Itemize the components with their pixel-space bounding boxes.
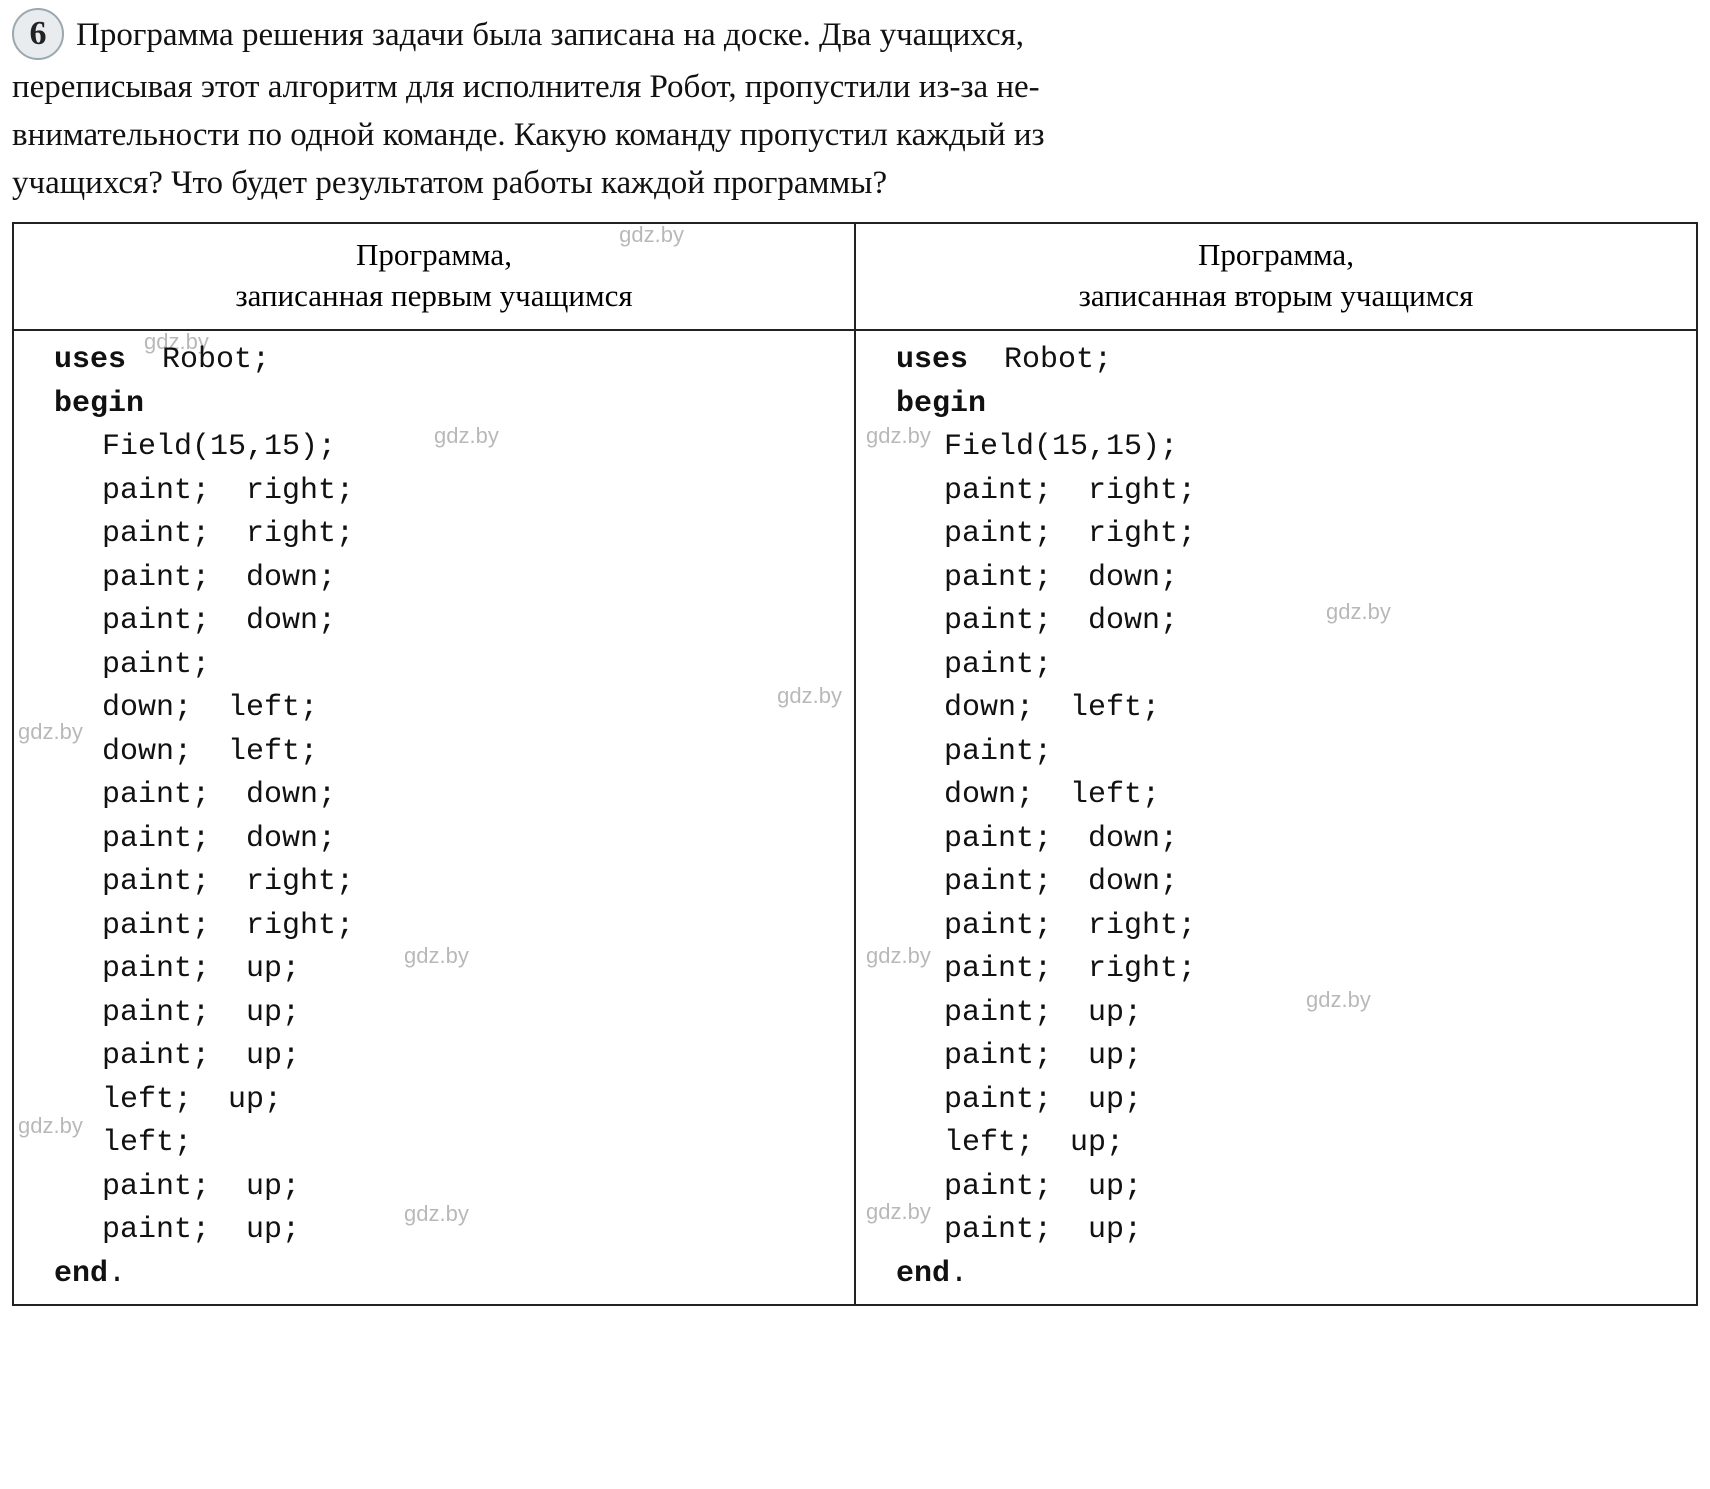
code-line: paint; down; <box>54 818 336 862</box>
watermark: gdz.by <box>619 220 684 250</box>
task-block: 6 Программа решения задачи была записана… <box>12 12 1698 208</box>
code-line: paint; up; <box>896 1166 1142 1210</box>
code-line: paint; right; <box>896 905 1196 949</box>
header-left: gdz.by Программа, записанная первым учащ… <box>13 223 855 331</box>
header-right: Программа, записанная вторым учащимся <box>855 223 1697 331</box>
code-line: paint; down; <box>896 818 1178 862</box>
table-header-row: gdz.by Программа, записанная первым учащ… <box>13 223 1697 331</box>
task-text-body: переписывая этот алгоритм для исполнител… <box>12 64 1698 208</box>
header-right-line2: записанная вторым учащимся <box>1079 278 1474 313</box>
code-line: paint; <box>54 644 210 688</box>
kw-uses: uses <box>54 343 126 377</box>
code-line: left; up; <box>54 1079 282 1123</box>
code-cell-left: gdz.by gdz.by gdz.by gdz.by gdz.by gdz.b… <box>13 330 855 1305</box>
kw-end: end <box>896 1257 950 1291</box>
task-number-badge: 6 <box>12 8 64 60</box>
kw-uses: uses <box>896 343 968 377</box>
programs-table: gdz.by Программа, записанная первым учащ… <box>12 222 1698 1307</box>
code-line: paint; down; <box>54 774 336 818</box>
code-line: paint; up; <box>54 992 300 1036</box>
code-line: paint; down; <box>54 557 336 601</box>
code-line: left; up; <box>896 1122 1124 1166</box>
code-cell-right: gdz.by gdz.by gdz.by gdz.by gdz.by uses … <box>855 330 1697 1305</box>
code-line: paint; right; <box>896 470 1196 514</box>
code-line: paint; up; <box>54 948 300 992</box>
code-line: paint; right; <box>896 513 1196 557</box>
code-line: left; <box>54 1122 192 1166</box>
code-right: uses Robot; begin Field(15,15); paint; r… <box>896 339 1688 1296</box>
code-line: down; left; <box>896 774 1160 818</box>
code-line: paint; up; <box>54 1209 300 1253</box>
header-right-line1: Программа, <box>1198 237 1354 272</box>
code-line: paint; <box>896 731 1052 775</box>
code-line: paint; down; <box>896 600 1178 644</box>
code-line: paint; right; <box>54 513 354 557</box>
code-line: Robot; <box>126 343 270 377</box>
code-line: paint; up; <box>896 1079 1142 1123</box>
code-line: down; left; <box>896 687 1160 731</box>
code-line: Robot; <box>968 343 1112 377</box>
kw-begin: begin <box>54 387 144 421</box>
code-line: paint; right; <box>896 948 1196 992</box>
code-line: down; left; <box>54 687 318 731</box>
code-line: paint; down; <box>896 861 1178 905</box>
code-line: Field(15,15); <box>896 426 1178 470</box>
task-text-first-line: Программа решения задачи была записана н… <box>76 17 1024 53</box>
kw-begin: begin <box>896 387 986 421</box>
code-left: uses Robot; begin Field(15,15); paint; r… <box>54 339 846 1296</box>
header-left-line1: Программа, <box>356 237 512 272</box>
table-code-row: gdz.by gdz.by gdz.by gdz.by gdz.by gdz.b… <box>13 330 1697 1305</box>
code-line: paint; up; <box>896 1209 1142 1253</box>
code-line: paint; right; <box>54 861 354 905</box>
code-line: down; left; <box>54 731 318 775</box>
code-line: paint; down; <box>896 557 1178 601</box>
code-line: paint; up; <box>54 1035 300 1079</box>
code-line: Field(15,15); <box>54 426 336 470</box>
code-line: paint; down; <box>54 600 336 644</box>
code-line: paint; up; <box>896 1035 1142 1079</box>
kw-end: end <box>54 1257 108 1291</box>
code-line: paint; up; <box>54 1166 300 1210</box>
code-line: paint; up; <box>896 992 1142 1036</box>
code-line: paint; right; <box>54 905 354 949</box>
code-line: paint; <box>896 644 1052 688</box>
code-line: paint; right; <box>54 470 354 514</box>
header-left-line2: записанная первым учащимся <box>235 278 632 313</box>
